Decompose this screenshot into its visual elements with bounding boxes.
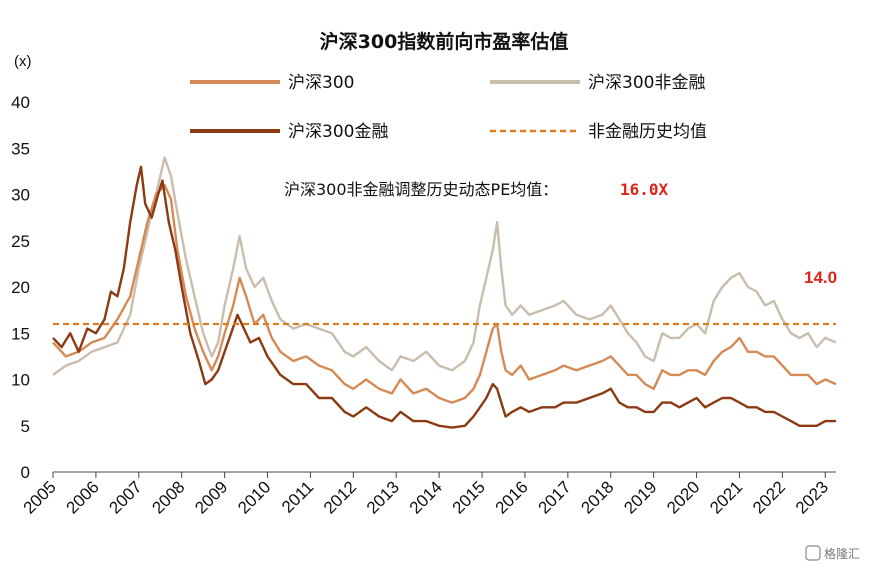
chart-title: 沪深300指数前向市盈率估值: [320, 30, 569, 53]
x-tick-label: 2007: [105, 477, 145, 517]
y-tick-label: 0: [21, 463, 30, 482]
x-tick-label: 2020: [663, 477, 703, 517]
legend-label: 沪深300: [288, 73, 354, 93]
x-tick-label: 2006: [63, 477, 103, 517]
y-unit-label: (x): [14, 53, 32, 70]
x-tick-label: 2015: [449, 477, 489, 517]
x-tick-label: 2016: [492, 477, 532, 517]
x-tick-label: 2017: [534, 477, 574, 517]
x-tick-label: 2022: [749, 477, 789, 517]
y-tick-label: 40: [11, 93, 30, 112]
x-tick-label: 2012: [320, 477, 360, 517]
legend-label: 沪深300非金融: [588, 73, 705, 93]
x-tick-label: 2023: [792, 477, 832, 517]
x-tick-label: 2018: [577, 477, 617, 517]
series-line: [52, 165, 836, 429]
x-tick-label: 2013: [363, 477, 403, 517]
y-tick-label: 25: [11, 232, 30, 251]
y-tick-label: 30: [11, 186, 30, 205]
y-tick-label: 35: [11, 139, 30, 158]
x-tick-label: 2011: [278, 477, 317, 516]
watermark: 格隆汇: [805, 545, 860, 561]
plot-area: [52, 156, 837, 429]
x-tick-label: 2009: [191, 477, 231, 517]
y-tick-label: 5: [21, 417, 30, 436]
x-axis: 2005 2006 2007 2008 2009 2010 2011 2012 2013 2014…: [20, 471, 836, 518]
right-value-label: 14.0: [804, 268, 837, 287]
legend-label: 沪深300金融: [288, 122, 388, 142]
x-tick-label: 2019: [620, 477, 660, 517]
x-tick-label: 2021: [706, 477, 746, 517]
adjusted-pe-annotation: 沪深300非金融调整历史动态PE均值： 16.0X: [284, 180, 669, 199]
x-tick-label: 2014: [406, 477, 446, 517]
x-tick-label: 2008: [148, 477, 188, 517]
legend-label: 非金融历史均值: [588, 122, 707, 142]
y-tick-label: 20: [11, 278, 30, 297]
adjusted-pe-value: 16.0X: [620, 180, 669, 199]
y-axis: 0 5 10 15 20 25 30 35 40: [11, 93, 30, 482]
x-tick-label: 2010: [234, 477, 274, 517]
watermark-logo-icon: [805, 545, 821, 561]
x-tick-label: 2005: [20, 477, 60, 517]
watermark-text: 格隆汇: [824, 546, 860, 561]
y-tick-label: 15: [11, 324, 30, 343]
adjusted-pe-label: 沪深300非金融调整历史动态PE均值：: [284, 180, 558, 199]
y-tick-label: 10: [11, 371, 30, 390]
